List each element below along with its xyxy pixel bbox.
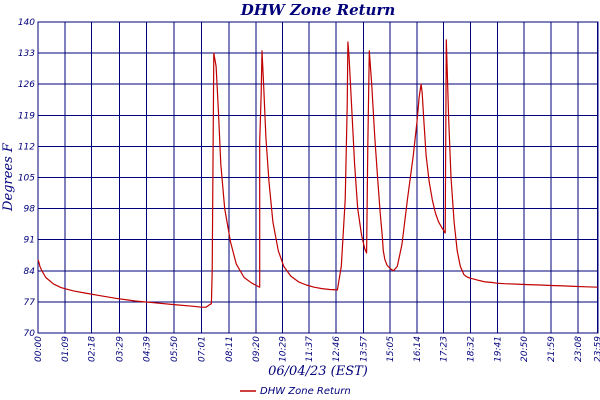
x-tick-label: 01:09 (61, 336, 71, 362)
x-tick-label: 00:00 (34, 336, 44, 362)
chart-title: DHW Zone Return (240, 1, 396, 19)
legend: DHW Zone Return (240, 386, 351, 397)
x-tick-label: 23:08 (574, 336, 584, 362)
y-axis-ticks: 70 77 84 91 98 105 112 119 126 133 140 (18, 18, 35, 339)
y-tick-label: 98 (24, 205, 36, 215)
y-axis-label: Degrees F (1, 142, 16, 212)
x-axis-ticks: 00:00 01:09 02:18 03:29 04:39 05:50 07:01 08:11… (34, 336, 600, 362)
x-tick-label: 11:37 (305, 336, 315, 362)
y-tick-label: 126 (18, 80, 35, 90)
x-tick-label: 17:23 (440, 336, 450, 362)
y-tick-label: 105 (18, 174, 35, 184)
x-tick-label: 02:18 (88, 336, 98, 362)
y-tick-label: 84 (24, 267, 36, 277)
x-tick-label: 07:01 (198, 336, 208, 362)
x-tick-label: 09:20 (252, 336, 262, 362)
chart-grid (37, 21, 599, 334)
y-tick-label: 91 (24, 236, 35, 246)
x-tick-label: 03:29 (115, 336, 125, 362)
x-tick-label: 04:39 (143, 336, 153, 362)
x-axis-label: 06/04/23 (EST) (268, 364, 368, 379)
x-tick-label: 10:29 (279, 336, 289, 362)
x-tick-label: 19:41 (493, 336, 503, 362)
x-tick-label: 13:57 (360, 336, 370, 362)
x-tick-label: 18:32 (466, 336, 476, 362)
x-tick-label: 08:11 (225, 336, 235, 362)
y-tick-label: 119 (18, 111, 35, 121)
legend-entry-label: DHW Zone Return (260, 386, 351, 397)
y-tick-label: 112 (18, 142, 35, 152)
series-line-dhw-zone-return (37, 39, 598, 308)
y-tick-label: 140 (18, 18, 35, 28)
x-tick-label: 23:59 (594, 336, 600, 362)
y-tick-label: 77 (24, 298, 36, 308)
y-tick-label: 70 (24, 329, 36, 339)
series-group (37, 39, 598, 308)
plot-area-frame (37, 21, 599, 334)
y-tick-label: 133 (18, 49, 35, 59)
x-tick-label: 12:46 (332, 336, 342, 362)
x-tick-label: 16:14 (413, 336, 423, 362)
x-tick-label: 05:50 (170, 336, 180, 362)
x-tick-label: 20:50 (520, 336, 530, 362)
x-tick-label: 21:59 (547, 336, 557, 362)
x-tick-label: 15:05 (386, 336, 396, 362)
